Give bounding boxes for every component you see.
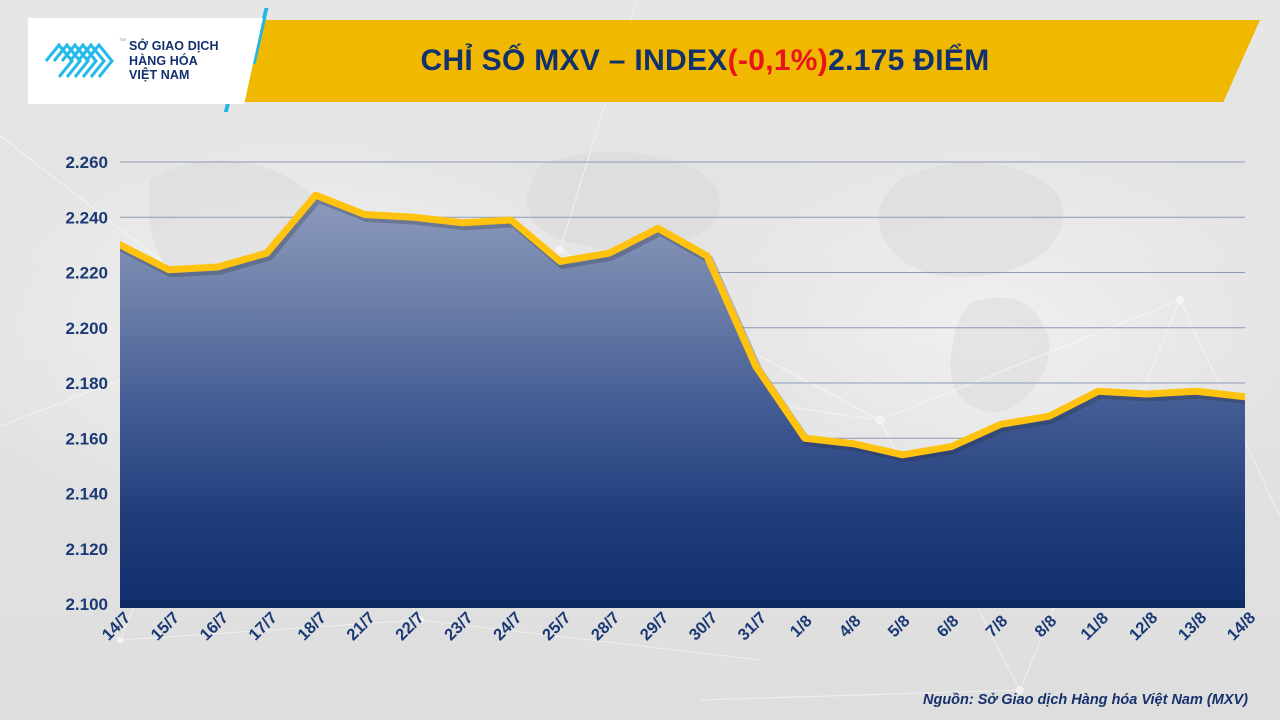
x-axis-tick-label: 6/8	[934, 612, 963, 641]
page-title: CHỈ SỐ MXV – INDEX (-0,1%) 2.175 ĐIỂM	[150, 20, 1260, 102]
logo-line-1: SỞ GIAO DỊCH	[129, 39, 219, 54]
source-attribution: Nguồn: Sở Giao dịch Hàng hóa Việt Nam (M…	[923, 692, 1248, 708]
x-axis-tick-label: 28/7	[588, 609, 623, 644]
logo-line-3: VIỆT NAM	[129, 68, 190, 83]
x-axis-tick-label: 12/8	[1126, 609, 1161, 644]
x-axis-tick-label: 29/7	[637, 609, 672, 644]
x-axis-tick-label: 14/8	[1224, 609, 1259, 644]
title-change-badge: (-0,1%)	[727, 44, 829, 77]
series-line	[120, 191, 1245, 459]
x-axis-tick-label: 16/7	[197, 609, 232, 644]
x-axis-tick-label: 21/7	[343, 609, 378, 644]
x-axis-tick-label: 13/8	[1175, 609, 1210, 644]
x-axis-tick-label: 31/7	[735, 609, 770, 644]
x-axis-tick-label: 23/7	[441, 609, 476, 644]
logo-line-2: HÀNG HÓA	[129, 53, 198, 68]
logo-wordmark: SỞ GIAO DỊCH HÀNG HÓA VIỆT NAM	[129, 39, 219, 83]
chart-canvas: 2.260 2.240 2.220 2.200 2.180 2.160 2.140 2.120…	[65, 153, 1259, 644]
y-axis-tick-label: 2.120	[65, 540, 108, 559]
x-axis-baseline	[120, 600, 1245, 608]
x-axis-tick-label: 24/7	[490, 609, 525, 644]
x-axis-tick-label: 14/7	[99, 609, 134, 644]
y-axis-tick-label: 2.160	[65, 429, 108, 448]
trademark-symbol: ™	[119, 38, 126, 45]
area-fill	[120, 195, 1245, 604]
title-banner-shape	[150, 20, 1260, 102]
x-axis-tick-label: 22/7	[392, 609, 427, 644]
y-axis-tick-label: 2.200	[65, 319, 108, 338]
title-prefix: CHỈ SỐ MXV – INDEX	[420, 44, 728, 77]
x-axis-tick-label: 17/7	[245, 609, 280, 644]
index-series	[120, 191, 1245, 604]
y-axis-tick-label: 2.220	[65, 264, 108, 283]
y-axis-tick-label: 2.100	[65, 595, 108, 614]
x-axis-tick-label: 8/8	[1031, 612, 1060, 641]
y-axis-tick-label: 2.140	[65, 485, 108, 504]
y-axis-labels: 2.260 2.240 2.220 2.200 2.180 2.160 2.140 2.120…	[65, 153, 108, 614]
x-axis-tick-label: 30/7	[686, 609, 721, 644]
x-axis-labels: 14/7 15/7 16/7 17/7 18/7 21/7 22/7 23/7 24/7 25/7…	[99, 609, 1259, 644]
y-axis-tick-label: 2.260	[65, 153, 108, 172]
x-axis-tick-label: 18/7	[294, 609, 329, 644]
mxv-index-chart: 2.260 2.240 2.220 2.200 2.180 2.160 2.140 2.120…	[0, 122, 1280, 720]
x-axis-tick-label: 1/8	[787, 612, 816, 641]
page-header: CHỈ SỐ MXV – INDEX (-0,1%) 2.175 ĐIỂM ™ …	[0, 0, 1280, 122]
title-suffix: 2.175 ĐIỂM	[828, 44, 990, 77]
x-axis-tick-label: 25/7	[539, 609, 574, 644]
x-axis-tick-label: 7/8	[982, 612, 1011, 641]
mxv-logo: ™ SỞ GIAO DỊCH HÀNG HÓA VIỆT NAM	[28, 18, 263, 104]
x-axis-tick-label: 11/8	[1077, 609, 1112, 644]
x-axis-tick-label: 5/8	[885, 612, 914, 641]
y-axis-tick-label: 2.240	[65, 208, 108, 227]
y-axis-tick-label: 2.180	[65, 374, 108, 393]
mxv-chevron-logo-icon	[44, 42, 114, 78]
x-axis-tick-label: 4/8	[836, 612, 865, 641]
x-axis-tick-label: 15/7	[148, 609, 183, 644]
